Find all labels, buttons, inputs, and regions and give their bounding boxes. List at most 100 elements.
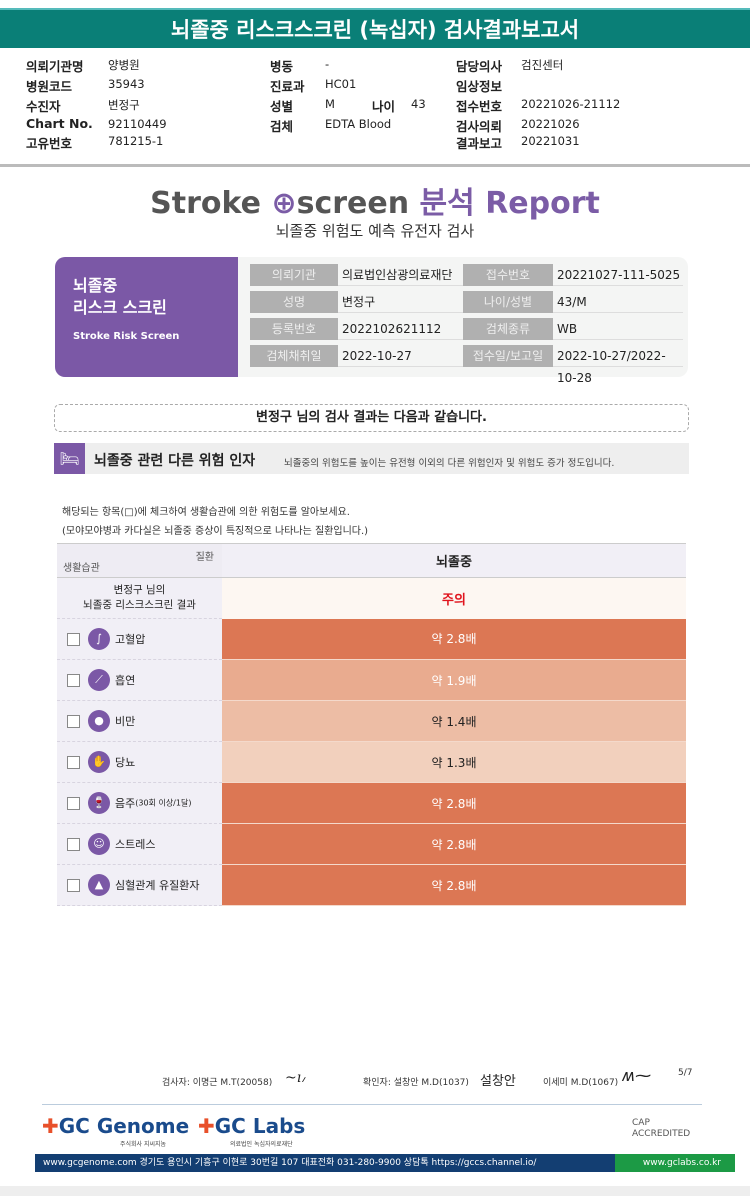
card-field-label: 의뢰기관 — [250, 264, 338, 286]
risk-value: 약 1.9배 — [222, 659, 686, 701]
risk-checkbox[interactable] — [67, 755, 80, 769]
note-2: (모야모야병과 카다실은 뇌졸중 증상이 특징적으로 나타나는 질환입니다.) — [62, 526, 369, 537]
info-label: 진료과 — [270, 79, 305, 94]
risk-checkbox[interactable] — [67, 673, 80, 687]
card-field-label: 접수일/보고일 — [463, 345, 553, 367]
card-field-value: 2022-10-27/2022-10-28 — [553, 345, 683, 385]
table-row: ∫ 고혈압 약 2.8배 — [57, 618, 686, 660]
info-label: 고유번호 — [26, 136, 73, 151]
result-banner: 변정구 님의 검사 결과는 다음과 같습니다. — [54, 404, 689, 432]
divider — [0, 164, 750, 167]
risk-label: 스트레스 — [115, 838, 156, 851]
risk-label-note: (30회 이상/1달) — [135, 798, 192, 808]
logo-stroke: Stroke — [150, 186, 261, 221]
tester-signature: ~ı៸ — [285, 1070, 306, 1086]
result-label-1: 변정구 님의 — [113, 584, 166, 596]
card-title-panel: 뇌졸중 리스크 스크린 Stroke Risk Screen — [55, 257, 238, 377]
info-value: - — [325, 57, 330, 71]
info-value: HC01 — [325, 77, 357, 91]
card-field-label: 검체채취일 — [250, 345, 338, 367]
info-value: EDTA Blood — [325, 117, 392, 131]
logo-plus-icon: ⊕ — [271, 186, 297, 221]
info-label: 의뢰기관명 — [26, 59, 84, 74]
info-label: 담당의사 — [456, 59, 503, 74]
confirmer: 확인자: 설창안 M.D(1037) — [363, 1078, 469, 1088]
risk-value: 약 2.8배 — [222, 618, 686, 660]
gc-genome-text: GC Genome — [58, 1114, 190, 1138]
footer-contact: www.gcgenome.com 경기도 용인시 기흥구 이현로 30번길 10… — [43, 1158, 537, 1168]
disease-header: 뇌졸중 — [222, 543, 686, 578]
info-label: 검사의뢰 — [456, 119, 503, 134]
info-label: 접수번호 — [456, 99, 503, 114]
card-field-value: WB — [553, 318, 683, 340]
confirmer-signature: 설창안 — [480, 1074, 516, 1089]
footer-bar: www.gcgenome.com 경기도 용인시 기흥구 이현로 30번길 10… — [35, 1154, 735, 1172]
info-value: 검진센터 — [521, 58, 564, 72]
card-field-value: 43/M — [553, 291, 683, 313]
card-title-1: 뇌졸중 — [73, 276, 118, 295]
age-value: 43 — [411, 97, 426, 111]
page-bottom — [0, 1186, 750, 1196]
risk-value: 약 2.8배 — [222, 782, 686, 824]
page-number: 5/7 — [678, 1068, 693, 1078]
risk-label: 비만 — [115, 715, 136, 728]
info-label: 병원코드 — [26, 79, 73, 94]
footer-divider — [42, 1104, 702, 1105]
blood-pressure-icon: ∫ — [88, 628, 110, 650]
smoking-icon: ⟋ — [88, 669, 110, 691]
stress-icon: ☺ — [88, 833, 110, 855]
card-field-value: 의료법인삼광의료재단 — [338, 264, 463, 286]
gc-labs-sub: 의료법인 녹십자의료재단 — [230, 1141, 293, 1148]
third-signer: 이세미 M.D(1067) — [543, 1078, 619, 1088]
gc-labs-text: GC Labs — [214, 1114, 306, 1138]
result-value: 주의 — [222, 577, 686, 619]
risk-checkbox[interactable] — [67, 796, 80, 810]
table-row: ⟋ 흡연 약 1.9배 — [57, 659, 686, 701]
alcohol-icon: 🍷 — [88, 792, 110, 814]
card-field-label: 등록번호 — [250, 318, 338, 340]
corner-habit: 생활습관 — [63, 563, 100, 574]
info-value: 20221026 — [521, 117, 580, 131]
card-field-label: 성명 — [250, 291, 338, 313]
risk-value: 약 1.4배 — [222, 700, 686, 742]
gc-genome-logo: ✚GC Genome — [42, 1114, 190, 1138]
info-label: 병동 — [270, 59, 294, 74]
risk-value: 약 1.3배 — [222, 741, 686, 783]
risk-checkbox[interactable] — [67, 714, 80, 728]
card-field-label: 검체종류 — [463, 318, 553, 340]
section-desc: 뇌졸중의 위험도를 높이는 유전형 이외의 다른 위험인자 및 위험도 증가 정… — [284, 458, 615, 469]
cap-logo: CAP ACCREDITED — [632, 1118, 691, 1139]
info-value: 양병원 — [108, 58, 140, 72]
card-field-value: 2022102621112 — [338, 318, 463, 340]
info-value: 781215-1 — [108, 134, 164, 148]
info-label: 수진자 — [26, 99, 61, 114]
risk-label: 당뇨 — [115, 756, 136, 769]
report-subtitle: 뇌졸중 위험도 예측 유전자 검사 — [275, 222, 475, 240]
risk-checkbox[interactable] — [67, 878, 80, 892]
info-value: 20221026-21112 — [521, 97, 621, 111]
info-value: 20221031 — [521, 134, 580, 148]
heart-disease-icon: ▲ — [88, 874, 110, 896]
table-row: 🍷 음주(30회 이상/1달) 약 2.8배 — [57, 782, 686, 824]
risk-value: 약 2.8배 — [222, 823, 686, 865]
risk-checkbox[interactable] — [67, 632, 80, 646]
card-field-label: 접수번호 — [463, 264, 553, 286]
logo-report: 분석 Report — [419, 186, 600, 221]
card-title-en: Stroke Risk Screen — [73, 331, 180, 342]
risk-label: 심혈관계 유질환자 — [115, 879, 200, 892]
info-label: 결과보고 — [456, 136, 503, 151]
card-title-2: 리스크 스크린 — [73, 298, 167, 317]
card-field-value: 변정구 — [338, 291, 463, 313]
stroke-screen-logo: Stroke ⊕screen 분석 Report — [0, 178, 750, 222]
age-label: 나이 — [372, 99, 396, 114]
risk-checkbox[interactable] — [67, 837, 80, 851]
info-label: 검체 — [270, 119, 294, 134]
info-value: 변정구 — [108, 98, 140, 112]
info-label: 성별 — [270, 99, 294, 114]
footer-website[interactable]: www.gclabs.co.kr — [615, 1154, 735, 1172]
corner-disease: 질환 — [195, 552, 214, 563]
obesity-icon: ● — [88, 710, 110, 732]
card-field-value: 2022-10-27 — [338, 345, 463, 367]
result-label-2: 뇌졸중 리스크스크린 결과 — [83, 599, 196, 611]
